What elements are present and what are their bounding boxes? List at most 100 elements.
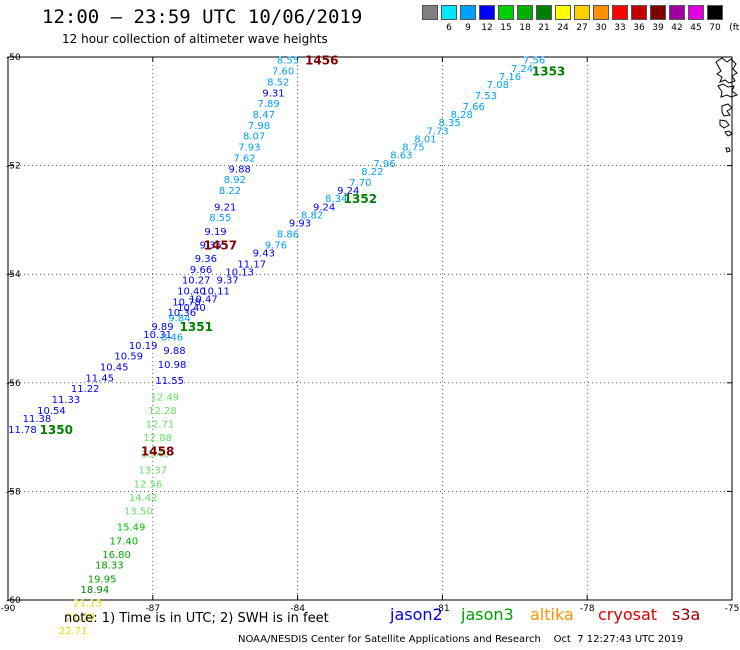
island-shape	[715, 57, 738, 84]
swh-value[interactable]: 7.96	[373, 159, 395, 170]
swh-value[interactable]: 8.63	[390, 151, 412, 162]
swh-value[interactable]: 9.24	[313, 202, 335, 213]
swh-value[interactable]: 11.45	[85, 373, 114, 384]
swh-value[interactable]: 19.95	[88, 574, 117, 585]
swh-value[interactable]: 8.28	[451, 110, 473, 121]
swh-value[interactable]: 8.35	[439, 118, 461, 129]
swh-value[interactable]: 9.93	[289, 219, 311, 230]
swh-value[interactable]: 7.08	[487, 80, 509, 91]
swh-value[interactable]: 14.42	[129, 493, 158, 504]
swh-value[interactable]: 7.60	[272, 67, 294, 78]
color-swatch	[631, 5, 647, 20]
color-swatch	[593, 5, 609, 20]
swh-value[interactable]: 7.24	[511, 64, 533, 75]
swh-value[interactable]: 10.36	[167, 308, 196, 319]
swh-value[interactable]: 10.98	[158, 360, 187, 371]
swh-value[interactable]: 8.75	[402, 143, 424, 154]
swh-value[interactable]: 9.66	[190, 265, 212, 276]
swh-value[interactable]: 8.22	[361, 167, 383, 178]
axis-tick-labels: -90 -87 -84 -81 -78 -75 -50 -52 -54 -56 -58 -60	[1, 53, 740, 614]
swh-value[interactable]: 9.84	[168, 314, 190, 325]
swh-value[interactable]: 22.71	[59, 626, 88, 637]
swh-value[interactable]: 9.88	[163, 346, 185, 357]
swh-value[interactable]: 10.59	[114, 352, 143, 363]
swh-value[interactable]: 9.88	[229, 164, 251, 175]
swh-value[interactable]: 8.22	[219, 186, 241, 197]
swh-value[interactable]: 10.19	[129, 341, 158, 352]
swh-value[interactable]: 10.11	[201, 286, 230, 297]
swh-value[interactable]: 7.73	[426, 126, 448, 137]
swh-value[interactable]: 8.07	[243, 132, 265, 143]
swh-value[interactable]: 10.13	[225, 267, 254, 278]
swh-value[interactable]: 13.40	[141, 449, 170, 460]
pass-time-label: 1352	[344, 192, 377, 206]
swh-value[interactable]: 9.89	[151, 322, 173, 333]
swh-value[interactable]: 12.28	[148, 406, 177, 417]
color-scale-label: 39	[652, 23, 664, 33]
swh-value[interactable]: 9.37	[216, 276, 238, 287]
swh-value[interactable]: 9.35	[200, 240, 222, 251]
swh-value[interactable]: 10.31	[143, 330, 172, 341]
swh-value[interactable]: 11.78	[8, 425, 37, 436]
swh-value[interactable]: 8.55	[277, 56, 299, 67]
swh-value[interactable]: 10.27	[182, 276, 211, 287]
swh-value[interactable]: 8.55	[209, 213, 231, 224]
swh-value[interactable]: 8.82	[301, 210, 323, 221]
swh-value[interactable]: 10.45	[100, 363, 129, 374]
swh-value[interactable]: 17.40	[110, 536, 139, 547]
swh-value[interactable]: 10.40	[177, 286, 206, 297]
swh-value[interactable]: 8.34	[325, 194, 347, 205]
swh-value[interactable]: 10.78	[172, 297, 201, 308]
swh-value[interactable]: 7.66	[463, 102, 485, 113]
swh-value[interactable]: 10.54	[37, 406, 66, 417]
swh-value[interactable]: 7.89	[258, 99, 280, 110]
swh-value[interactable]: 18.33	[95, 561, 124, 572]
lat-tick-label: -52	[6, 162, 21, 172]
swh-value[interactable]: 12.49	[151, 392, 180, 403]
swh-value[interactable]: 7.93	[238, 143, 260, 154]
swh-value[interactable]: 9.24	[337, 186, 359, 197]
color-swatch	[650, 5, 666, 20]
swh-value[interactable]: 13.37	[138, 466, 167, 477]
swh-value[interactable]: 21.79	[66, 612, 95, 623]
swh-value[interactable]: 7.62	[233, 153, 255, 164]
swh-value[interactable]: 8.46	[161, 333, 183, 344]
swh-value[interactable]: 7.70	[349, 178, 371, 189]
swh-value[interactable]: 8.92	[224, 175, 246, 186]
swh-value[interactable]: 11.38	[23, 414, 52, 425]
swh-value[interactable]: 18.94	[81, 585, 110, 596]
swh-value[interactable]: 9.21	[214, 202, 236, 213]
swh-value[interactable]: 12.56	[134, 479, 163, 490]
swh-value[interactable]: 21.13	[73, 599, 102, 610]
swh-value[interactable]: 10.40	[177, 303, 206, 314]
island-shape	[721, 103, 733, 117]
swh-value[interactable]: 16.80	[102, 550, 131, 561]
pass-time-label: 1351	[180, 320, 213, 334]
swh-value[interactable]: 8.47	[253, 110, 275, 121]
swh-value[interactable]: 15.49	[117, 523, 146, 534]
satellite-jason2: jason2	[390, 605, 443, 624]
swh-value[interactable]: 12.71	[146, 420, 175, 431]
swh-value[interactable]: 9.31	[262, 88, 284, 99]
swh-value[interactable]: 8.52	[267, 77, 289, 88]
swh-value[interactable]: 7.53	[475, 91, 497, 102]
swh-value[interactable]: 9.36	[195, 254, 217, 265]
swh-value[interactable]: 11.22	[71, 384, 100, 395]
swh-value[interactable]: 7.16	[499, 72, 521, 83]
swh-value[interactable]: 7.56	[523, 56, 545, 67]
swh-value[interactable]: 9.76	[265, 240, 287, 251]
swh-value[interactable]: 8.86	[277, 229, 299, 240]
swh-value[interactable]: 13.50	[124, 506, 153, 517]
swh-value[interactable]: 11.55	[155, 376, 184, 387]
swh-value[interactable]: 7.98	[248, 121, 270, 132]
swh-value[interactable]: 10.47	[189, 295, 218, 306]
swh-value[interactable]: 11.17	[237, 259, 266, 270]
swh-value[interactable]: 9.19	[204, 227, 226, 238]
swh-value[interactable]: 9.43	[253, 248, 275, 259]
color-scale-label: 36	[633, 23, 645, 33]
swh-value[interactable]: 8.01	[414, 134, 436, 145]
map-grid	[7, 56, 733, 601]
swh-value[interactable]: 11.33	[52, 395, 81, 406]
swh-value[interactable]: 12.88	[143, 433, 172, 444]
